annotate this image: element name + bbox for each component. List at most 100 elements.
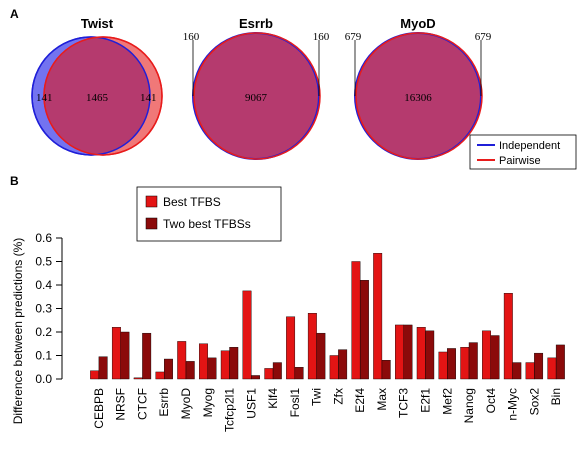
bar-best-oct4 (482, 330, 491, 380)
pairwise-outline (193, 32, 321, 160)
bar-best-esrrb (155, 371, 165, 380)
bar-two-best-nanog (468, 342, 478, 380)
bar-two-best-twi (316, 332, 326, 380)
venn-legend-box (469, 134, 577, 170)
bar-two-best-zfx (338, 349, 348, 380)
bar-best-usf1 (242, 290, 252, 380)
bar-two-best-cebpb (98, 356, 108, 380)
bar-two-best-e2f4 (359, 280, 369, 380)
x-tick-label: CEBPB (92, 388, 106, 429)
pairwise-outline (355, 32, 483, 160)
x-tick-label: n-Myc (506, 388, 520, 421)
bar-two-best-oct4 (490, 335, 500, 380)
x-tick-label: Nanog (462, 388, 476, 423)
x-tick-label: Sox2 (527, 388, 541, 416)
x-tick-label: USF1 (244, 388, 258, 419)
bar-two-best-bin (555, 344, 565, 380)
venn-left-count: 160 (183, 31, 200, 43)
bar-best-cebpb (90, 370, 100, 380)
bar-best-twi (307, 313, 317, 380)
pairwise-outline (43, 36, 163, 156)
bar-two-best-n-myc (512, 362, 522, 380)
bar-two-best-esrrb (164, 358, 173, 380)
x-tick-label: Zfx (331, 388, 345, 405)
legend-best-label: Best TFBS (163, 195, 221, 209)
y-tick-label: 0.2 (35, 325, 52, 339)
x-tick-label: Bin (549, 388, 563, 405)
bar-two-best-ctcf (142, 332, 152, 380)
legend-independent-label: Independent (499, 140, 560, 152)
venn-title: MyoD (400, 16, 435, 31)
bar-best-ctcf (133, 377, 143, 380)
bar-best-sox2 (525, 362, 535, 380)
venn-left-count: 141 (36, 92, 53, 104)
panel-b-label: B (10, 174, 19, 188)
bar-two-best-usf1 (251, 375, 260, 380)
legend-best-swatch (145, 195, 158, 208)
venn-right-count: 160 (313, 31, 330, 43)
bar-best-tcfcp2l1 (220, 350, 230, 380)
x-tick-label: TCF3 (397, 388, 411, 418)
y-axis-title: Difference between predictions (%) (11, 238, 25, 425)
y-tick-label: 0.5 (35, 255, 52, 269)
bar-two-best-tcfcp2l1 (229, 347, 239, 380)
bar-best-max (373, 253, 383, 380)
x-tick-label: Max (375, 388, 389, 411)
legend-pairwise-label: Pairwise (499, 155, 541, 167)
x-tick-label: Fosl1 (288, 388, 302, 418)
bar-best-myog (199, 343, 208, 380)
y-tick-label: 0.4 (35, 278, 52, 292)
bar-two-best-max (381, 360, 391, 380)
x-tick-label: Twi (310, 388, 324, 406)
venn-legend: Independent Pairwise (469, 134, 577, 170)
bar-best-klf4 (264, 368, 274, 380)
bar-best-bin (547, 357, 557, 380)
y-tick-label: 0.0 (35, 372, 52, 386)
panel-a-label: A (10, 7, 19, 21)
x-tick-label: NRSF (114, 388, 128, 421)
y-tick-label: 0.1 (35, 349, 52, 363)
bar-best-e2f1 (416, 327, 426, 380)
venn-esrrb: Esrrb 160 160 9067 (183, 16, 330, 160)
bar-best-myod (177, 341, 187, 380)
bar-two-best-e2f1 (425, 330, 435, 380)
venn-overlap-count: 9067 (245, 92, 268, 104)
venn-right-count: 679 (475, 31, 492, 43)
bar-best-tcf3 (395, 324, 404, 380)
y-tick-label: 0.6 (35, 231, 52, 245)
bar-two-best-sox2 (534, 352, 544, 380)
x-tick-label: Mef2 (440, 388, 454, 415)
venn-title: Twist (81, 16, 114, 31)
bar-two-best-myod (185, 361, 195, 380)
bar-two-best-fosl1 (294, 367, 304, 380)
venn-twist: Twist 141 141 1465 (31, 16, 163, 156)
chart-legend-box (136, 186, 282, 242)
bar-best-nanog (460, 347, 470, 380)
venn-diagrams: Twist 141 141 1465 Esrrb 160 160 9067 MyoD 679 679… (31, 16, 492, 160)
venn-left-count: 679 (345, 31, 362, 43)
bar-best-e2f4 (351, 261, 361, 380)
venn-overlap-count: 1465 (86, 92, 109, 104)
legend-two-best-label: Two best TFBSs (163, 217, 251, 231)
independent-outline (31, 36, 151, 156)
x-tick-label: Myog (201, 388, 215, 417)
venn-overlap-count: 16306 (404, 92, 432, 104)
bar-two-best-tcf3 (403, 324, 413, 380)
bar-two-best-myog (207, 357, 217, 380)
chart-legend: Best TFBS Two best TFBSs (136, 186, 282, 242)
bar-best-n-myc (503, 293, 513, 380)
venn-myod: MyoD 679 679 16306 (345, 16, 492, 160)
venn-title: Esrrb (239, 16, 273, 31)
bar-best-zfx (329, 355, 339, 380)
bar-two-best-nrsf (120, 331, 130, 380)
venn-right-count: 141 (140, 92, 157, 104)
x-tick-label: CTCF (135, 388, 149, 420)
x-tick-label: Oct4 (484, 388, 498, 414)
y-tick-label: 0.3 (35, 302, 52, 316)
overlap-region (44, 37, 150, 155)
bar-best-fosl1 (286, 316, 296, 380)
bar-best-mef2 (438, 351, 448, 380)
x-tick-label: Klf4 (266, 388, 280, 409)
bar-best-nrsf (111, 327, 121, 380)
